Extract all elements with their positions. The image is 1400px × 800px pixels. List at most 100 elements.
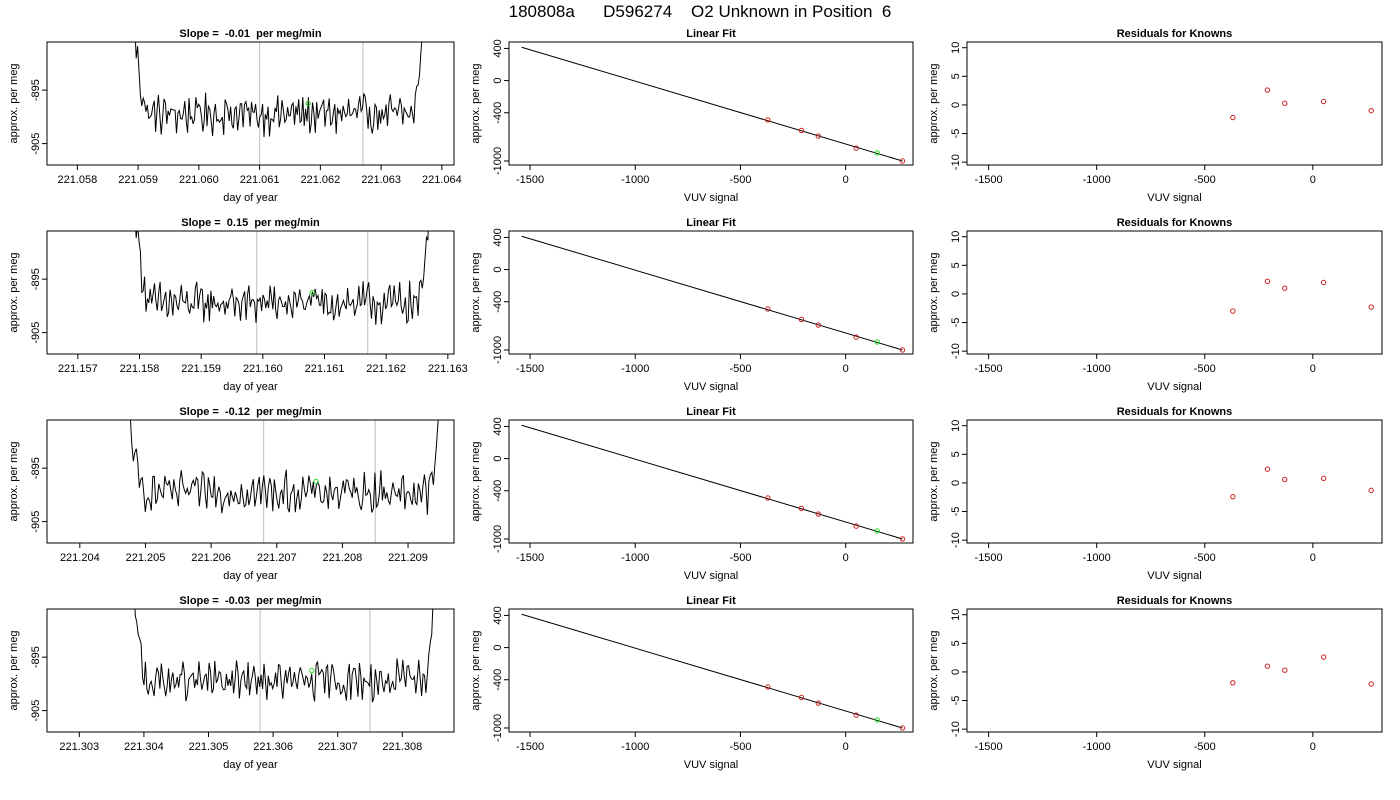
known-point (798, 127, 805, 134)
y-tick-label: 0 (492, 645, 504, 651)
fit-panel-1: Linear Fit -1500 -1000 -500 0 400 0 -400 -1000 VU… (470, 28, 914, 204)
residual-point (1264, 87, 1271, 93)
residual-point (1320, 98, 1327, 105)
x-tick-label: 221.303 (59, 741, 99, 753)
y-tick-label: 5 (950, 451, 962, 457)
panel-title: Slope = -0.12 per meg/min (179, 406, 321, 418)
residual-point (1368, 487, 1374, 494)
y-tick-label: -5 (950, 696, 962, 706)
known-point (853, 712, 859, 718)
x-tick-label: 221.204 (60, 552, 100, 564)
x-tick-label: -500 (1194, 174, 1216, 186)
x-tick-label: 221.060 (179, 174, 219, 186)
x-tick-label: -500 (729, 174, 751, 186)
x-axis-label: VUV signal (1147, 570, 1201, 582)
x-tick-label: 221.159 (181, 363, 221, 375)
known-point (765, 117, 771, 123)
y-axis-label: approx. per meg (470, 252, 482, 332)
panel-title: Residuals for Knowns (1117, 406, 1233, 418)
y-tick-label: 10 (950, 420, 962, 432)
fit-line (521, 424, 903, 540)
plot-area (521, 235, 906, 353)
x-tick-label: 0 (1310, 363, 1316, 375)
plot-area (1230, 466, 1374, 500)
unknown-marker (309, 667, 315, 674)
y-tick-label: 10 (950, 42, 962, 54)
residuals-panel-3: Residuals for Knowns -1500 -1000 -500 0 10 5 0 -… (928, 406, 1383, 582)
residual-point (1264, 466, 1271, 472)
x-tick-label: -1000 (1083, 174, 1111, 186)
y-axis-label: approx. per meg (8, 441, 20, 521)
residual-point (1282, 100, 1288, 106)
unknown-point (874, 339, 880, 345)
y-tick-label: -400 (492, 669, 504, 691)
known-point (853, 145, 859, 151)
fit-line (521, 235, 903, 351)
y-tick-label: -1000 (492, 714, 504, 742)
x-tick-label: -1500 (516, 552, 544, 564)
known-point (798, 694, 805, 701)
x-tick-label: -1000 (621, 363, 649, 375)
residual-point (1264, 663, 1271, 669)
known-point (798, 316, 805, 323)
panel-title: Residuals for Knowns (1117, 217, 1233, 229)
y-tick-label: -400 (492, 102, 504, 124)
known-point (765, 306, 771, 312)
x-axis-label: VUV signal (684, 759, 738, 771)
panel-title: Residuals for Knowns (1117, 28, 1233, 40)
plot-area (135, 231, 429, 354)
residual-point (1368, 304, 1374, 310)
x-tick-label: 221.160 (243, 363, 283, 375)
x-axis-label: VUV signal (684, 381, 738, 393)
x-tick-label: -1000 (1083, 741, 1111, 753)
y-axis-label: approx. per meg (8, 63, 20, 143)
y-tick-label: 0 (950, 480, 962, 486)
y-tick-label: 0 (492, 78, 504, 84)
panel-frame (508, 608, 914, 733)
plot-area (521, 46, 906, 164)
y-tick-label: 0 (950, 102, 962, 108)
x-axis-label: day of year (223, 192, 278, 204)
x-tick-label: -1500 (516, 174, 544, 186)
residual-point (1282, 476, 1288, 483)
x-axis-label: VUV signal (1147, 759, 1201, 771)
y-tick-label: -10 (950, 532, 962, 548)
plot-area (1230, 654, 1374, 687)
x-tick-label: -1000 (1083, 552, 1111, 564)
residuals-panel-2: Residuals for Knowns -1500 -1000 -500 0 10 5 0 -… (928, 217, 1383, 393)
y-tick-label: -895 (30, 79, 42, 101)
y-axis-label: approx. per meg (928, 630, 940, 710)
x-tick-label: 221.205 (126, 552, 166, 564)
y-tick-label: -400 (492, 480, 504, 502)
timeseries-panel-4: Slope = -0.03 per meg/min 221.303 221.304 2… (8, 595, 455, 771)
x-tick-label: -1000 (621, 552, 649, 564)
y-tick-label: -1000 (492, 147, 504, 175)
y-tick-label: 0 (950, 291, 962, 297)
residual-point (1282, 285, 1288, 291)
y-axis-label: approx. per meg (928, 441, 940, 521)
residual-point (1320, 475, 1327, 482)
fit-panel-2: Linear Fit -1500 -1000 -500 0 400 0 -400 -1000 VU… (470, 217, 914, 393)
panel-title: Linear Fit (686, 595, 736, 607)
plot-area (1230, 87, 1374, 121)
x-tick-label: -1500 (975, 174, 1003, 186)
known-point (765, 495, 771, 501)
y-tick-label: 10 (950, 609, 962, 621)
timeseries-panel-1: Slope = -0.01 per meg/min 221.058 221.059 2… (8, 28, 462, 204)
residual-point (1264, 278, 1271, 285)
panel-title: Linear Fit (686, 217, 736, 229)
x-axis-label: VUV signal (684, 570, 738, 582)
panel-frame (46, 41, 455, 166)
x-axis-label: day of year (223, 570, 278, 582)
y-tick-label: -895 (30, 268, 42, 290)
residual-point (1368, 107, 1374, 114)
panel-frame (508, 419, 914, 544)
x-tick-label: 221.305 (189, 741, 229, 753)
fit-panel-4: Linear Fit -1500 -1000 -500 0 400 0 -400 -1000 VU… (470, 595, 914, 771)
y-tick-label: 0 (492, 456, 504, 462)
y-tick-label: 400 (492, 228, 504, 246)
x-tick-label: 0 (843, 174, 849, 186)
x-tick-label: 221.208 (323, 552, 363, 564)
plot-area (134, 609, 434, 732)
y-axis-label: approx. per meg (470, 630, 482, 710)
